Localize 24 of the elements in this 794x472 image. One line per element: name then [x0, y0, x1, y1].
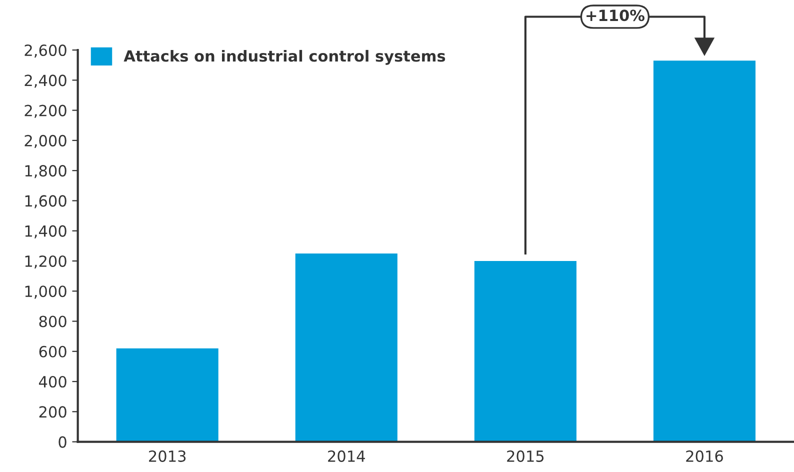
x-tick-label: 2016 — [686, 450, 723, 462]
x-tick-label: 2014 — [328, 450, 365, 462]
bar — [295, 253, 398, 442]
y-tick-label: 2,400 — [24, 74, 66, 88]
x-tick-label: 2015 — [507, 450, 544, 462]
bar — [474, 260, 576, 442]
y-tick-label: 0 — [58, 436, 66, 448]
y-tick-label: 2,000 — [24, 134, 66, 148]
y-tick-label: 1,400 — [25, 225, 66, 238]
bar — [653, 60, 756, 442]
y-tick-label: 2,600 — [24, 44, 66, 58]
bar — [116, 348, 218, 442]
y-tick-label: 800 — [39, 316, 66, 328]
y-tick-label: 600 — [39, 346, 66, 358]
y-tick-label: 1,000 — [25, 286, 66, 299]
x-tick-label: 2013 — [149, 450, 186, 462]
y-tick-label: 200 — [39, 406, 66, 418]
y-tick-label: 1,800 — [25, 165, 66, 178]
text: +110% — [586, 10, 644, 22]
y-tick-label: 400 — [38, 376, 66, 388]
y-tick-label: 1,200 — [25, 255, 66, 269]
y-tick-label: 2,200 — [24, 104, 66, 118]
legend-label: Attacks on industrial control systems — [124, 50, 446, 65]
y-tick-label: 1,600 — [25, 195, 66, 208]
